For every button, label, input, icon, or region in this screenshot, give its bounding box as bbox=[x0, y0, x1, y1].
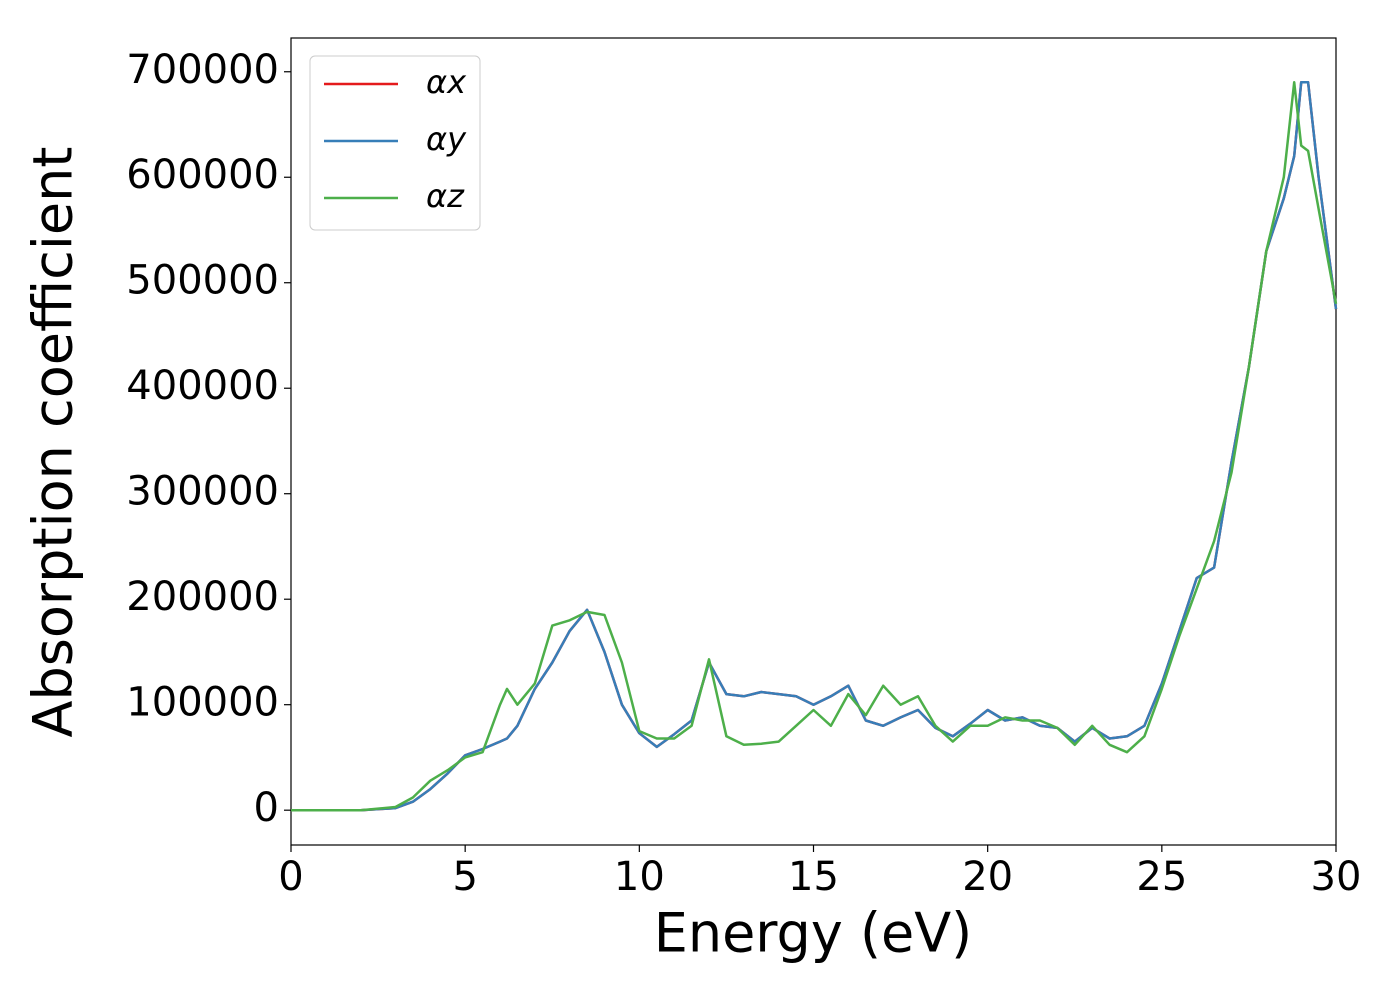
y-tick-label: 600000 bbox=[126, 152, 279, 198]
legend-label: αx bbox=[426, 63, 467, 101]
y-axis-label: Absorption coefficient bbox=[22, 147, 85, 738]
x-axis-label: Energy (eV) bbox=[654, 902, 973, 965]
legend-label: αz bbox=[426, 177, 465, 215]
x-tick-label: 30 bbox=[1311, 854, 1362, 900]
x-tick-label: 25 bbox=[1136, 854, 1187, 900]
y-tick-label: 0 bbox=[254, 785, 279, 831]
y-tick-label: 300000 bbox=[126, 469, 279, 515]
y-tick-label: 700000 bbox=[126, 47, 279, 93]
x-tick-label: 10 bbox=[614, 854, 665, 900]
y-tick-label: 500000 bbox=[126, 258, 279, 304]
y-tick-label: 200000 bbox=[126, 574, 279, 620]
x-tick-label: 0 bbox=[278, 854, 303, 900]
x-tick-label: 15 bbox=[788, 854, 839, 900]
legend-label: αy bbox=[426, 120, 467, 158]
y-tick-label: 400000 bbox=[126, 363, 279, 409]
series-line bbox=[291, 81, 1338, 812]
x-tick-label: 20 bbox=[962, 854, 1013, 900]
x-tick-label: 5 bbox=[452, 854, 477, 900]
series-line bbox=[291, 81, 1338, 812]
legend-box bbox=[309, 55, 481, 231]
y-tick-label: 100000 bbox=[126, 680, 279, 726]
